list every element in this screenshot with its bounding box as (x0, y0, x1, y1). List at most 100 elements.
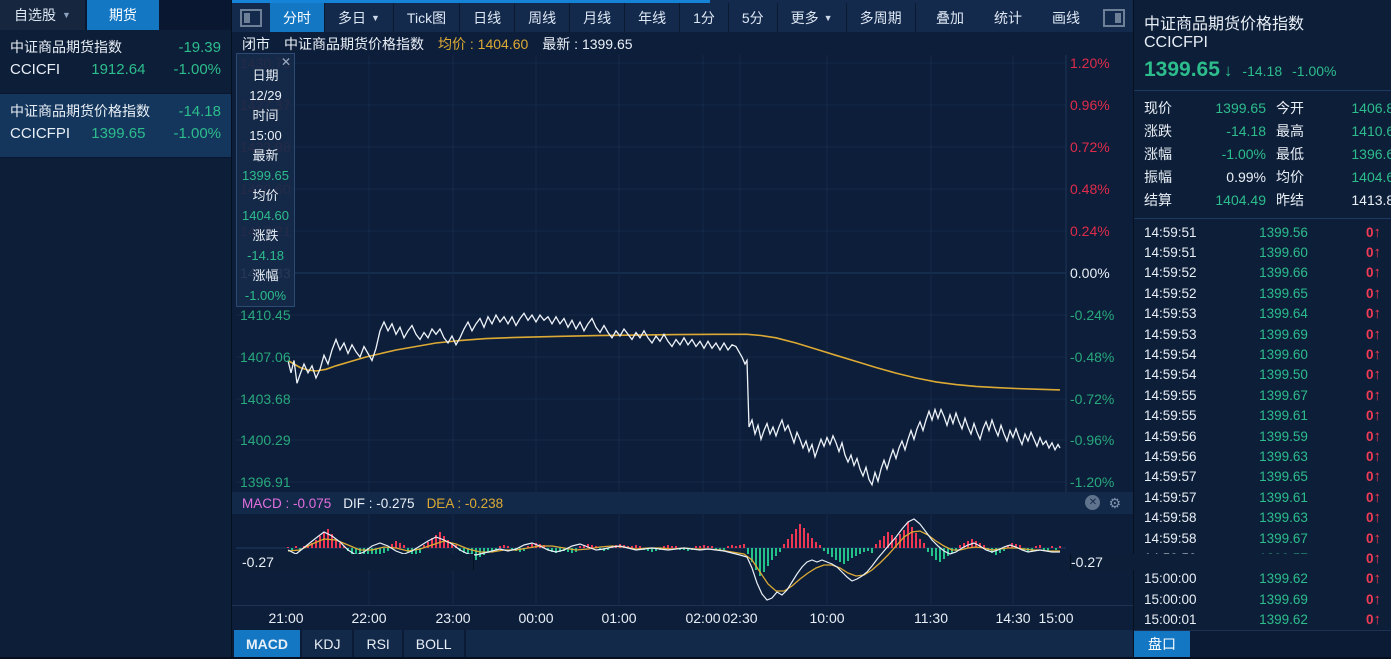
trade-volume-value: 0 (1365, 245, 1374, 261)
price-line (287, 312, 1061, 487)
trade-row[interactable]: 14:59:54 1399.50 0↑ (1144, 365, 1381, 385)
trade-row[interactable]: 14:59:55 1399.67 0↑ (1144, 385, 1381, 405)
panel-toggle-right-icon[interactable] (1103, 8, 1125, 27)
time-axis-label: 10:00 (809, 610, 845, 626)
macd-bar-up (675, 546, 677, 548)
indicator-close-icon[interactable]: ✕ (1085, 494, 1101, 510)
intraday-price-chart[interactable]: 1430.751427.371423.981420.601417.211413.… (232, 53, 1133, 492)
trade-row[interactable]: 15:00:00 1399.62 0↑ (1144, 569, 1381, 589)
chart-title: 中证商品期货价格指数 (284, 35, 424, 52)
macd-bar-down (943, 548, 945, 559)
indicator-tab-rsi[interactable]: RSI (354, 630, 402, 657)
trade-row[interactable]: 14:59:54 1399.60 0↑ (1144, 344, 1381, 364)
tooltip-label: 最新 (252, 148, 279, 163)
trade-row[interactable]: 14:59:56 1399.59 0↑ (1144, 426, 1381, 446)
trade-volume: 0↑ (1351, 305, 1381, 322)
toolbar-tab-Tick图[interactable]: Tick图 (394, 3, 461, 32)
watchlist-item-ccicfi[interactable]: 中证商品期货指数 -19.39 CCICFI 1912.64 -1.00% (0, 30, 231, 94)
toolbar-button-叠加[interactable]: 叠加 (936, 9, 964, 26)
macd-bar-up (635, 545, 637, 548)
macd-bar-up (743, 544, 745, 548)
trade-row[interactable]: 14:59:51 1399.56 0↑ (1144, 222, 1381, 242)
toolbar-tab-1分[interactable]: 1分 (680, 3, 729, 32)
trade-volume-value: 0 (1365, 571, 1374, 587)
macd-bar-down (751, 548, 753, 562)
trade-row[interactable]: 14:59:58 1399.67 0↑ (1144, 528, 1381, 548)
toolbar-tab-多日[interactable]: 多日 ▼ (325, 3, 394, 32)
price-axis-label: 1403.68 (240, 391, 291, 407)
indicator-settings-icon[interactable]: ⚙ (1108, 494, 1121, 511)
macd-bar-up (1051, 546, 1053, 548)
toolbar-tab-月线[interactable]: 月线 (570, 3, 626, 32)
toolbar-tab-5分[interactable]: 5分 (729, 3, 778, 32)
toolbar-tab-更多[interactable]: 更多 ▼ (778, 3, 847, 32)
trade-volume: 0↑ (1351, 407, 1381, 424)
trade-row[interactable]: 14:59:51 1399.60 0↑ (1144, 242, 1381, 262)
tooltip-label: 均价 (252, 188, 279, 203)
trade-row[interactable]: 15:00:01 1399.62 0↑ (1144, 609, 1381, 629)
trade-row[interactable]: 14:59:57 1399.65 0↑ (1144, 467, 1381, 487)
trade-time: 14:59:51 (1144, 224, 1197, 240)
tooltip-close-icon[interactable]: ✕ (280, 55, 291, 69)
trade-volume: 0↑ (1351, 570, 1381, 587)
toolbar-tab-年线[interactable]: 年线 (625, 3, 681, 32)
macd-bar-up (815, 542, 817, 548)
toolbar-tab-分时[interactable]: 分时 (270, 3, 325, 32)
trade-row[interactable]: 14:59:52 1399.65 0↑ (1144, 283, 1381, 303)
macd-bar-down (415, 548, 417, 556)
macd-bar-down (387, 548, 389, 551)
macd-bar-down (651, 548, 653, 552)
tab-watchlist[interactable]: 自选股 ▼ (0, 0, 85, 30)
macd-bar-down (835, 548, 837, 560)
toolbar-tab-label: 周线 (528, 9, 557, 26)
toolbar-tab-多周期[interactable]: 多周期 (847, 3, 916, 32)
trade-row[interactable]: 15:00:00 1399.69 0↑ (1144, 589, 1381, 609)
trade-row[interactable]: 14:59:56 1399.63 0↑ (1144, 446, 1381, 466)
tab-futures[interactable]: 期货 (86, 0, 159, 30)
macd-bar-down (467, 548, 469, 556)
trade-time: 15:00:01 (1144, 612, 1197, 628)
instrument-change: -19.39 (178, 39, 221, 56)
trade-volume-value: 0 (1365, 224, 1374, 240)
trade-price: 1399.65 (1259, 285, 1308, 301)
toolbar-tab-label: 分时 (283, 9, 311, 26)
trade-volume: 0↑ (1351, 509, 1381, 526)
macd-bar-up (695, 546, 697, 548)
tab-order-book[interactable]: 盘口 (1134, 631, 1190, 657)
macd-bar-up (583, 545, 585, 548)
arrow-up-icon: ↑ (1373, 468, 1382, 486)
indicator-tab-macd[interactable]: MACD (234, 630, 300, 657)
watchlist-item-ccicfpi[interactable]: 中证商品期货价格指数 -14.18 CCICFPI 1399.65 -1.00% (0, 94, 231, 158)
macd-bar-up (627, 546, 629, 548)
macd-bar-down (935, 548, 937, 560)
quote-stat-label: 涨幅 (1144, 146, 1172, 162)
indicator-tab-kdj[interactable]: KDJ (302, 630, 353, 657)
time-axis-label: 15:00 (1038, 610, 1074, 626)
instrument-name: 中证商品期货价格指数 (10, 103, 150, 119)
trade-row[interactable]: 14:59:52 1399.66 0↑ (1144, 263, 1381, 283)
macd-bar-down (851, 548, 853, 558)
toolbar-tab-周线[interactable]: 周线 (515, 3, 571, 32)
trade-volume-value: 0 (1365, 612, 1374, 628)
macd-bar-up (323, 532, 325, 548)
trade-row[interactable]: 14:59:57 1399.61 0↑ (1144, 487, 1381, 507)
toolbar-tab-日线[interactable]: 日线 (460, 3, 516, 32)
trade-row[interactable]: 14:59:58 1399.63 0↑ (1144, 507, 1381, 527)
chart-header: 闭市 中证商品期货价格指数 均价 : 1404.60 最新 : 1399.65 (232, 32, 1133, 55)
panel-toggle-left-icon[interactable] (240, 8, 262, 27)
trade-row[interactable]: 14:59:53 1399.64 0↑ (1144, 304, 1381, 324)
toolbar-button-画线[interactable]: 画线 (1052, 9, 1080, 26)
macd-chart[interactable]: -0.27 -0.27 (232, 514, 1328, 605)
trade-time: 14:59:56 (1144, 428, 1197, 444)
macd-bar-up (339, 543, 341, 548)
indicator-tab-boll[interactable]: BOLL (403, 630, 464, 657)
quote-stat-label: 最低 (1276, 146, 1304, 162)
macd-bar-up (287, 547, 289, 548)
trade-row[interactable]: 14:59:55 1399.61 0↑ (1144, 406, 1381, 426)
quote-stat-value: 1404.60 (1351, 169, 1391, 185)
macd-bar-down (491, 548, 493, 552)
trade-row[interactable]: 14:59:53 1399.69 0↑ (1144, 324, 1381, 344)
toolbar-tab-label: Tick图 (406, 9, 447, 26)
toolbar-button-统计[interactable]: 统计 (994, 9, 1022, 26)
time-axis-label: 21:00 (268, 610, 304, 626)
